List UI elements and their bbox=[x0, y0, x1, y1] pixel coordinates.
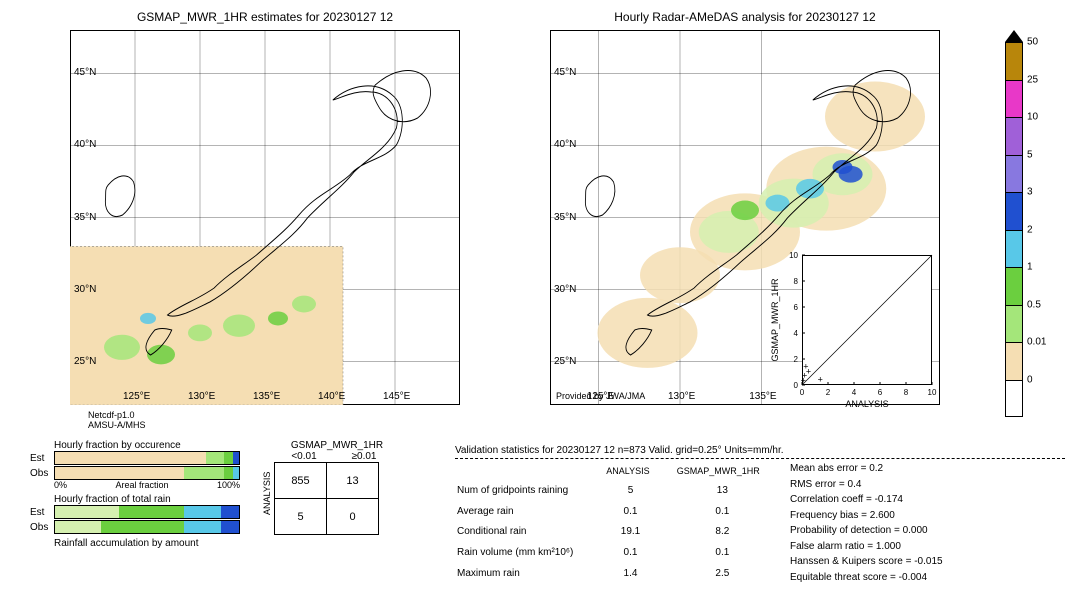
svg-text:GSMAP_MWR_1HR: GSMAP_MWR_1HR bbox=[770, 278, 780, 362]
ct-col1: <0.01 bbox=[274, 451, 334, 462]
contingency-row-header: ANALYSIS bbox=[260, 451, 274, 535]
est-label: Est bbox=[30, 453, 54, 464]
svg-text:8: 8 bbox=[904, 388, 909, 397]
occ-obs-bar bbox=[54, 466, 240, 480]
svg-text:0: 0 bbox=[794, 381, 799, 390]
occurrence-title: Hourly fraction by occurence bbox=[54, 440, 240, 451]
inset-scatter-svg: 00224466881010+++++ANALYSISGSMAP_MWR_1HR bbox=[802, 255, 932, 385]
ct-cell-11: 0 bbox=[327, 499, 379, 535]
svg-text:10: 10 bbox=[789, 251, 798, 260]
ct-col2: ≥0.01 bbox=[334, 451, 394, 462]
bars-block: Hourly fraction by occurence Est Obs 0% … bbox=[30, 440, 240, 549]
validation-block: Validation statistics for 20230127 12 n=… bbox=[455, 445, 1065, 585]
svg-text:8: 8 bbox=[794, 277, 799, 286]
svg-text:4: 4 bbox=[852, 388, 857, 397]
left-map-title: GSMAP_MWR_1HR estimates for 20230127 12 bbox=[70, 10, 460, 24]
svg-text:2: 2 bbox=[826, 388, 831, 397]
svg-text:2: 2 bbox=[794, 355, 799, 364]
colorbar: 50251053210.50.010 bbox=[1005, 30, 1023, 417]
svg-text:6: 6 bbox=[794, 303, 799, 312]
ct-cell-10: 5 bbox=[275, 499, 327, 535]
contingency-table: 85513 50 bbox=[274, 462, 379, 535]
svg-text:+: + bbox=[818, 374, 823, 384]
svg-text:+: + bbox=[806, 367, 811, 377]
occ-est-bar bbox=[54, 451, 240, 465]
svg-text:ANALYSIS: ANALYSIS bbox=[845, 399, 888, 409]
left-map-svg bbox=[70, 30, 460, 405]
left-map-footnote2: AMSU-A/MHS bbox=[88, 420, 146, 430]
tot-obs-bar bbox=[54, 520, 240, 534]
svg-text:4: 4 bbox=[794, 329, 799, 338]
total-title: Hourly fraction of total rain bbox=[54, 494, 240, 505]
ct-cell-01: 13 bbox=[327, 463, 379, 499]
accum-title: Rainfall accumulation by amount bbox=[54, 538, 240, 549]
obs-label2: Obs bbox=[30, 522, 54, 533]
svg-text:10: 10 bbox=[928, 388, 937, 397]
contingency-col-header: GSMAP_MWR_1HR bbox=[280, 440, 394, 451]
right-map-title: Hourly Radar-AMeDAS analysis for 2023012… bbox=[550, 10, 940, 24]
areal-fraction-label: Areal fraction bbox=[115, 480, 168, 490]
est-label2: Est bbox=[30, 507, 54, 518]
svg-text:6: 6 bbox=[878, 388, 883, 397]
contingency-block: GSMAP_MWR_1HR ANALYSIS <0.01 ≥0.01 85513… bbox=[260, 440, 394, 535]
tot-est-bar bbox=[54, 505, 240, 519]
pct100: 100% bbox=[217, 480, 240, 490]
validation-title: Validation statistics for 20230127 12 n=… bbox=[455, 445, 1065, 456]
pct0: 0% bbox=[54, 480, 67, 490]
validation-metrics: Mean abs error = 0.2RMS error = 0.4Corre… bbox=[790, 461, 1065, 585]
svg-text:0: 0 bbox=[800, 388, 805, 397]
obs-label: Obs bbox=[30, 468, 54, 479]
left-map-footnote1: Netcdf-p1.0 bbox=[88, 410, 135, 420]
ct-cell-00: 855 bbox=[275, 463, 327, 499]
validation-table: ANALYSISGSMAP_MWR_1HRNum of gridpoints r… bbox=[455, 461, 790, 585]
